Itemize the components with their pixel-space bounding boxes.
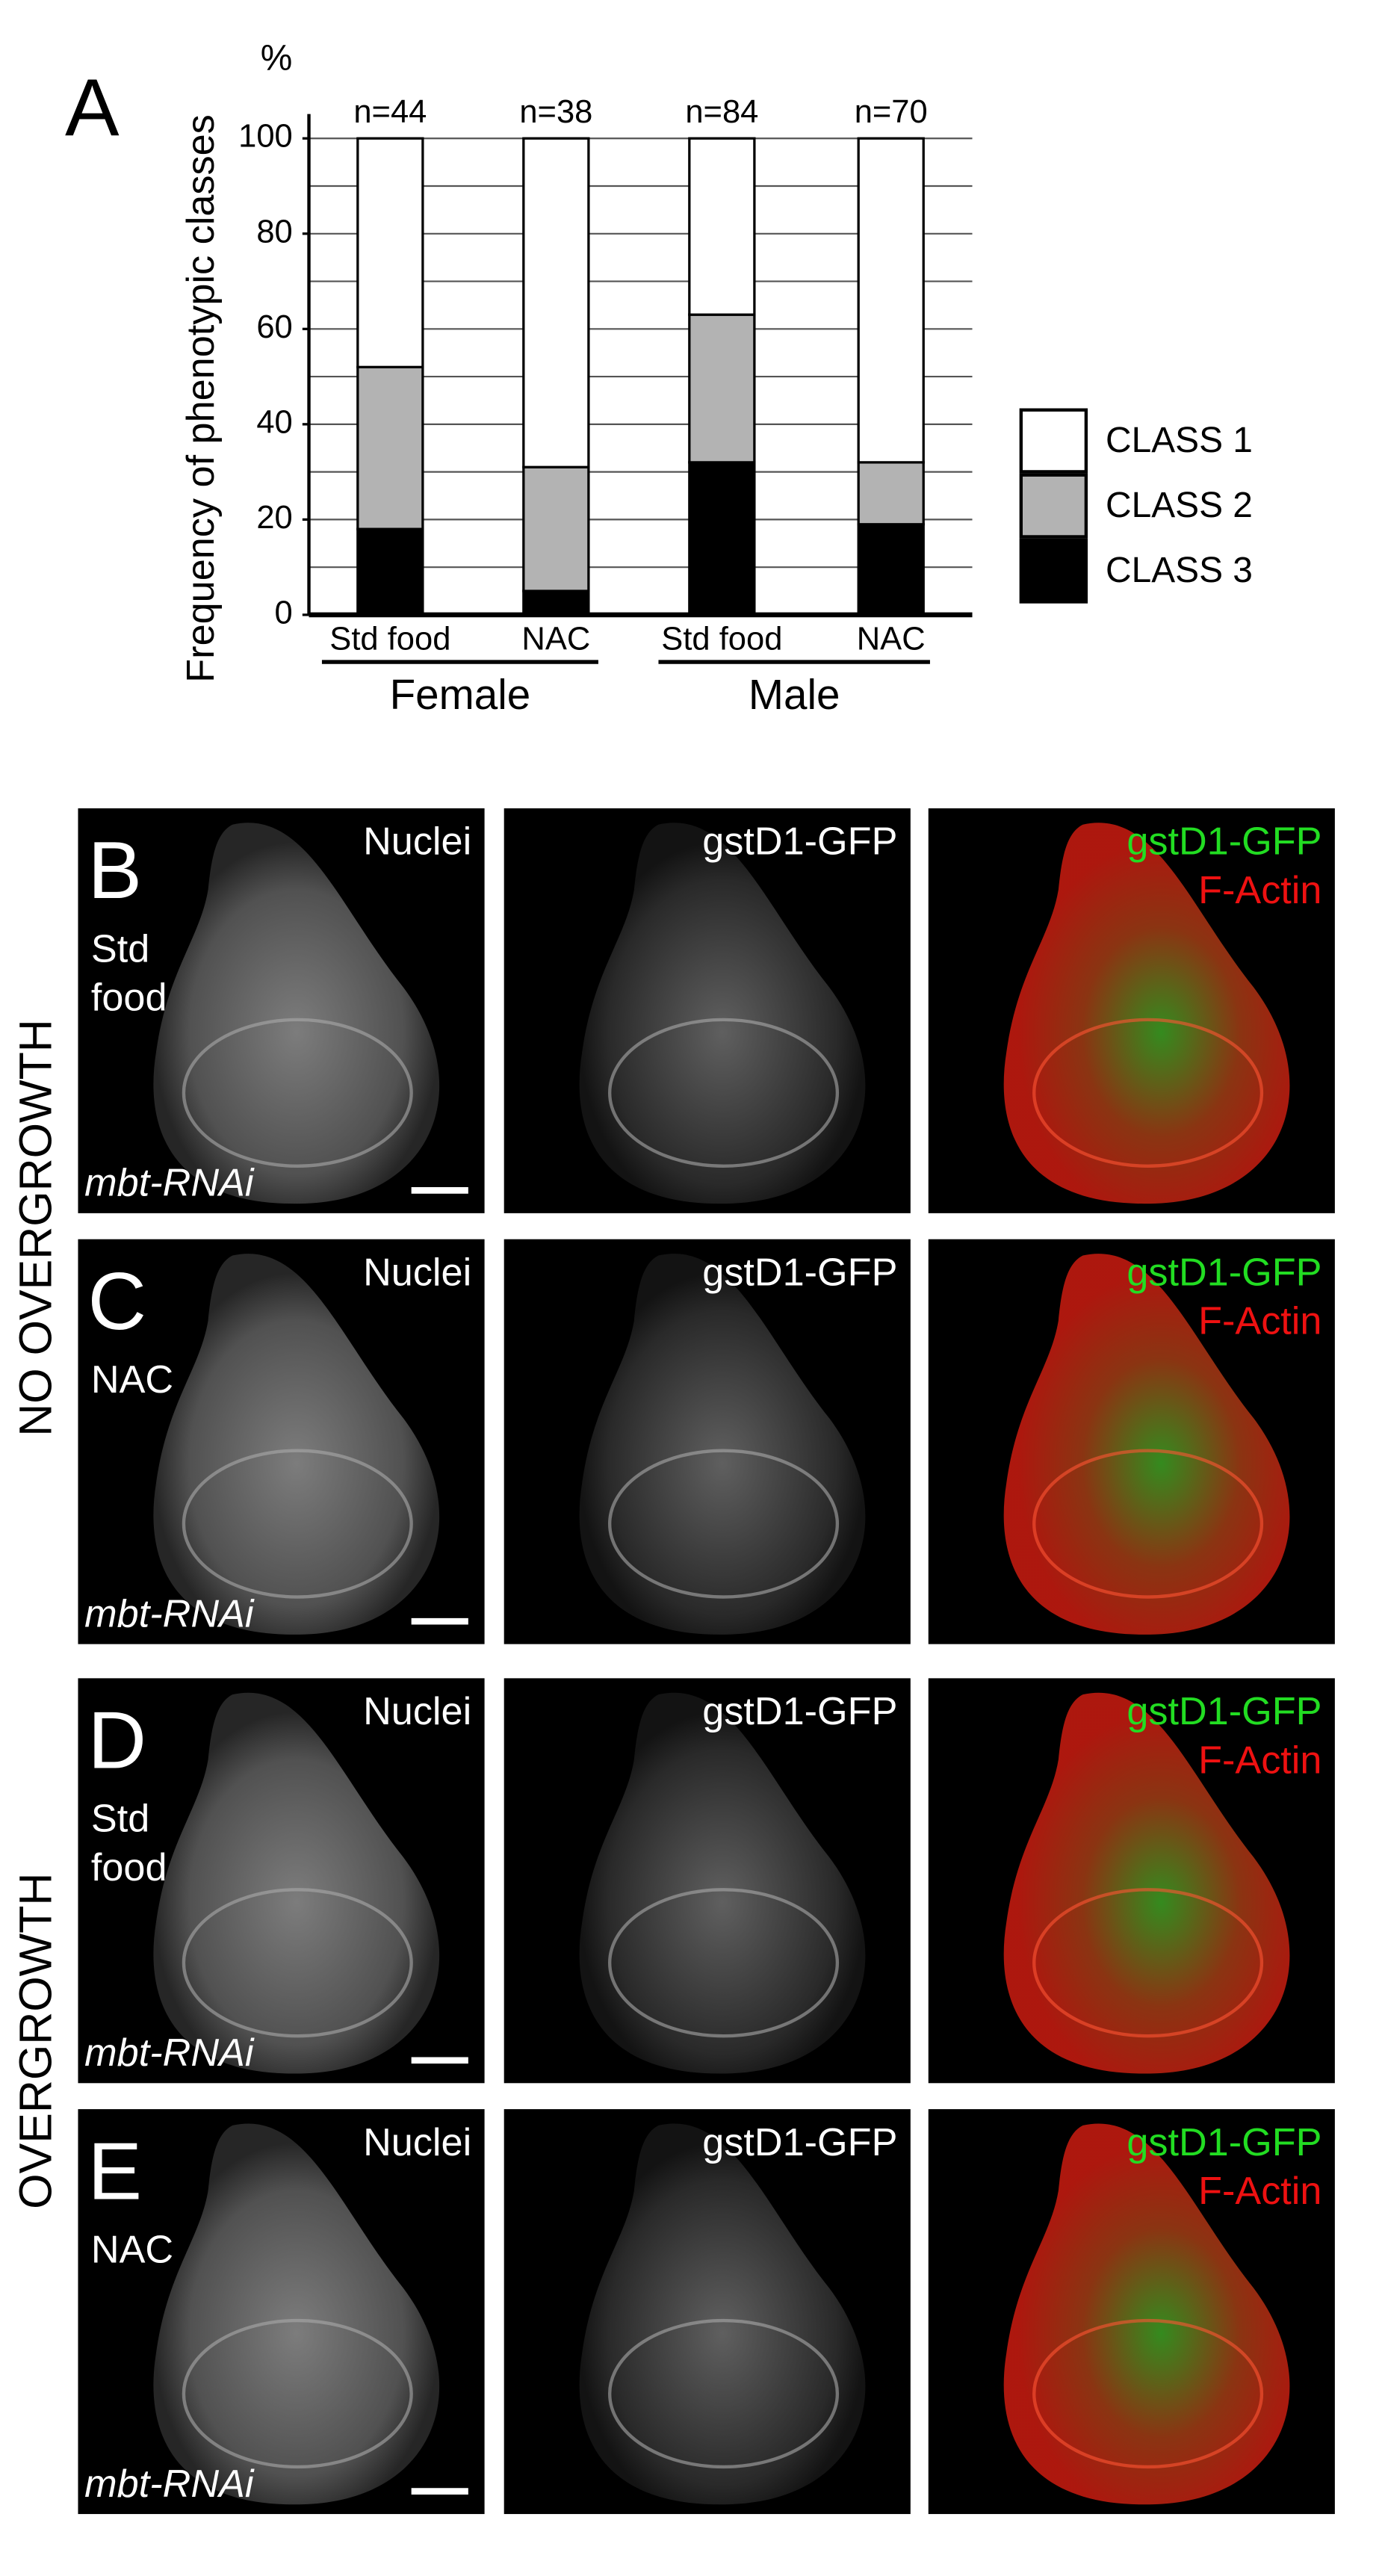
channel-label: F-Actin <box>1198 1739 1321 1782</box>
channel-label: Nuclei <box>363 820 471 864</box>
channel-label: gstD1-GFP <box>702 1251 897 1294</box>
tissue <box>1003 823 1290 1204</box>
tissue-fold <box>608 2318 840 2469</box>
annotation: n=70 <box>855 94 928 130</box>
channel-label: gstD1-GFP <box>702 1690 897 1733</box>
bar-segment <box>857 461 925 526</box>
group-label: Female <box>390 671 531 718</box>
annotation: n=38 <box>519 94 592 130</box>
tissue <box>153 823 440 1204</box>
bar-segment <box>688 313 756 464</box>
unit-label: % <box>261 38 293 78</box>
y-axis-label: Frequency of phenotypic classes <box>179 114 223 683</box>
bar-segment <box>356 137 424 368</box>
tissue-fold <box>182 1888 413 2038</box>
tissue <box>153 1692 440 2074</box>
y-tick-label: 20 <box>256 500 292 536</box>
channel-label: gstD1-GFP <box>1127 1690 1321 1733</box>
tissue-fold <box>182 1449 413 1599</box>
y-tick-label: 40 <box>256 404 292 440</box>
tissue <box>579 1254 866 1635</box>
x-tick-label: NAC <box>521 621 590 657</box>
panel-letter: E <box>88 2125 143 2217</box>
condition-label: food <box>91 1846 167 1889</box>
legend-swatch <box>1019 408 1088 474</box>
channel-label: F-Actin <box>1198 869 1321 912</box>
legend-label: CLASS 2 <box>1106 486 1253 525</box>
genotype-label: mbt-RNAi <box>84 1592 255 1635</box>
tissue-fold <box>1032 1449 1264 1599</box>
group-label: Male <box>749 671 840 718</box>
channel-label: gstD1-GFP <box>702 820 897 864</box>
bar-segment <box>522 465 590 592</box>
tissue-fold <box>608 1449 840 1599</box>
bar-segment <box>356 365 424 530</box>
tissue <box>153 2123 440 2505</box>
channel-label: Nuclei <box>363 1251 471 1294</box>
channel-label: gstD1-GFP <box>1127 2121 1321 2164</box>
x-tick-label: NAC <box>857 621 926 657</box>
annotation: n=84 <box>685 94 758 130</box>
tissue-fold <box>1032 1888 1264 2038</box>
channel-label: gstD1-GFP <box>1127 820 1321 864</box>
legend-swatch <box>1019 538 1088 604</box>
tissue <box>579 2123 866 2505</box>
genotype-label: mbt-RNAi <box>84 1162 255 1205</box>
channel-label: Nuclei <box>363 1690 471 1733</box>
tissue <box>1003 1692 1290 2074</box>
legend-label: CLASS 3 <box>1106 551 1253 590</box>
tissue <box>579 1692 866 2074</box>
channel-label: Nuclei <box>363 2121 471 2164</box>
channel-label: F-Actin <box>1198 2170 1321 2213</box>
bar-segment <box>522 589 590 616</box>
annotation: n=44 <box>353 94 427 130</box>
y-tick-label: 80 <box>256 214 292 250</box>
panel-letter: D <box>88 1695 147 1786</box>
tissue-fold <box>182 2318 413 2469</box>
tissue-fold <box>1032 1018 1264 1168</box>
tissue <box>1003 2123 1290 2505</box>
y-tick-label: 60 <box>256 309 292 345</box>
x-tick-label: Std food <box>661 621 782 657</box>
bar-segment <box>688 461 756 616</box>
row-group-label: NO OVERGROWTH <box>10 1019 61 1437</box>
tissue-fold <box>608 1018 840 1168</box>
y-tick-label: 0 <box>275 595 293 631</box>
y-tick-label: 100 <box>238 119 293 155</box>
bar-segment <box>857 523 925 616</box>
bar-segment <box>857 137 925 464</box>
channel-label: F-Actin <box>1198 1300 1321 1343</box>
genotype-label: mbt-RNAi <box>84 2031 255 2075</box>
bar-segment <box>688 137 756 316</box>
condition-label: Std <box>91 927 149 970</box>
tissue <box>579 823 866 1204</box>
tissue-fold <box>608 1888 840 2038</box>
panel-letter: A <box>65 62 120 153</box>
channel-label: gstD1-GFP <box>702 2121 897 2164</box>
tissue <box>153 1254 440 1635</box>
condition-label: Std <box>91 1798 149 1841</box>
bar-segment <box>522 137 590 468</box>
tissue-fold <box>182 1018 413 1168</box>
panel-letter: C <box>88 1256 147 1347</box>
legend-swatch <box>1019 473 1088 539</box>
condition-label: NAC <box>91 1358 173 1402</box>
legend-label: CLASS 1 <box>1106 421 1253 460</box>
channel-label: gstD1-GFP <box>1127 1251 1321 1294</box>
genotype-label: mbt-RNAi <box>84 2462 255 2506</box>
condition-label: food <box>91 976 167 1020</box>
x-tick-label: Std food <box>329 621 450 657</box>
panel-letter: B <box>88 825 143 916</box>
tissue <box>1003 1254 1290 1635</box>
condition-label: NAC <box>91 2228 173 2271</box>
row-group-label: OVERGROWTH <box>10 1873 61 2209</box>
tissue-fold <box>1032 2318 1264 2469</box>
bar-segment <box>356 527 424 616</box>
